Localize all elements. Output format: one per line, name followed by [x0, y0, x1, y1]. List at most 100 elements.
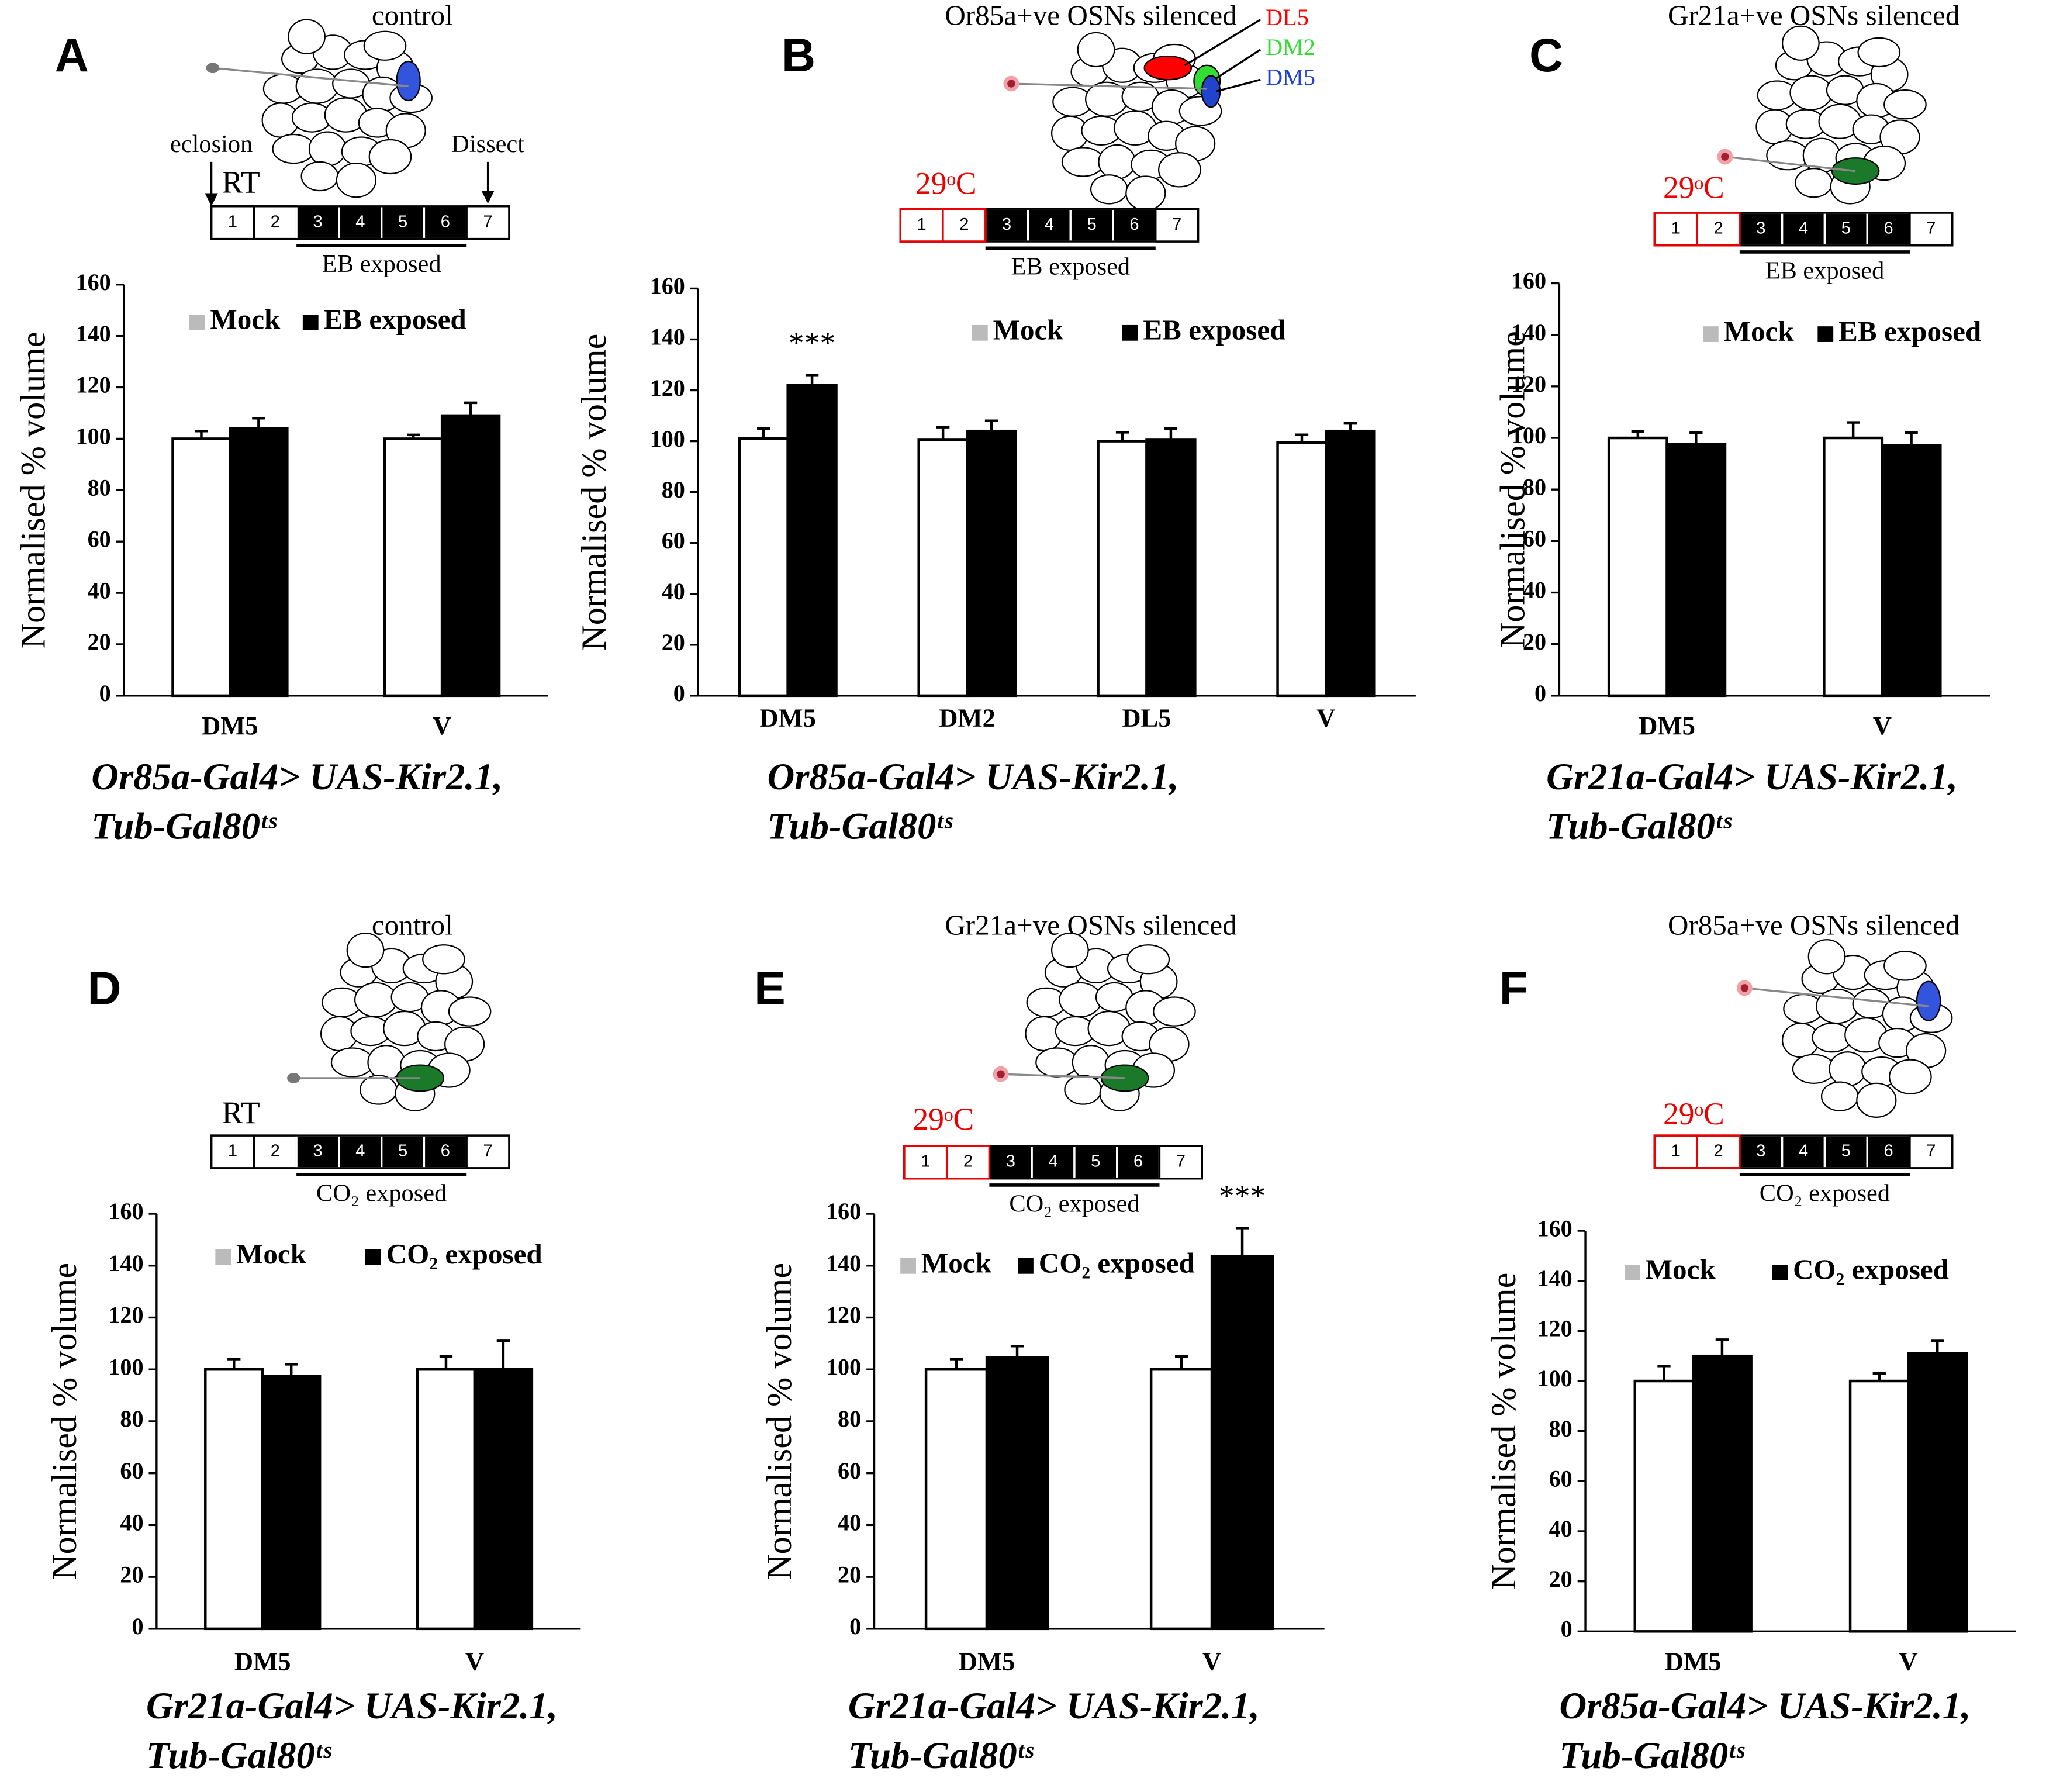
y-tick-label: 40 — [1549, 1515, 1572, 1542]
exposure-label: EB exposed — [1765, 257, 1885, 284]
day-label: 5 — [1841, 219, 1851, 238]
y-axis-label: Normalised % volume — [575, 334, 614, 651]
y-tick-label: 20 — [662, 629, 685, 655]
glomerulus-cell — [359, 1075, 398, 1105]
x-tick-label: DM5 — [759, 703, 816, 733]
genotype: Or85a-Gal4> UAS-Kir2.1, — [91, 756, 503, 798]
error-bar — [227, 1358, 241, 1370]
day-label: 5 — [1841, 1142, 1851, 1161]
y-tick-label: 160 — [826, 1198, 861, 1224]
legend-label: Mock — [1724, 315, 1795, 347]
day-label: 7 — [483, 1142, 493, 1161]
error-bar — [1905, 431, 1918, 446]
bar — [204, 1368, 264, 1631]
panel-title: Gr21a+ve OSNs silenced — [1668, 0, 1959, 32]
glomerulus-cell — [1889, 1059, 1932, 1094]
bar — [917, 438, 969, 698]
bar — [738, 437, 789, 698]
glomerulus-cell — [1126, 944, 1170, 975]
exposure-label: CO₂ exposed — [1760, 1180, 1890, 1207]
legend-swatch — [1018, 1258, 1034, 1274]
day-label: 3 — [1006, 1152, 1015, 1171]
neuron-core — [997, 1070, 1005, 1078]
day-label: 6 — [1884, 219, 1893, 238]
legend-label: EB exposed — [1838, 315, 1981, 347]
day-label: 3 — [1756, 219, 1765, 238]
y-axis-label: Normalised % volume — [13, 332, 53, 648]
glomerulus-cell — [1857, 37, 1901, 68]
y-tick-label: 120 — [108, 1302, 143, 1328]
day-box — [945, 1145, 991, 1180]
y-tick-label: 0 — [849, 1613, 861, 1639]
glomerulus-cell — [1059, 982, 1103, 1018]
glomerulus-cell — [295, 68, 339, 104]
glomerulus-cell — [336, 163, 376, 198]
condition: RT — [222, 1095, 260, 1130]
condition: 29ᵒC — [1663, 170, 1724, 205]
legend-label: CO₂ exposed — [1039, 1247, 1195, 1279]
error-bar — [464, 401, 478, 416]
eclosion-label: eclosion — [170, 130, 253, 158]
arrow-head — [481, 191, 495, 204]
day-label: 2 — [963, 1152, 973, 1171]
day-box — [1696, 1134, 1741, 1169]
day-label: 2 — [1713, 1142, 1723, 1161]
exposure-label: CO₂ exposed — [316, 1180, 447, 1207]
highlight — [1201, 75, 1221, 108]
bar — [440, 414, 501, 698]
panel: E Gr21a+ve OSNs silenced 1 2 3 4 5 6 7 CO₂ expose… — [754, 909, 1325, 1777]
timeline-frame — [210, 205, 510, 240]
y-tick-label: 140 — [1511, 319, 1546, 346]
exposure-label: EB exposed — [1011, 253, 1130, 281]
legend-label: CO₂ exposed — [1793, 1254, 1949, 1286]
exposure-label: EB exposed — [322, 250, 441, 278]
glomerulus-label: DM2 — [1266, 34, 1315, 60]
day-label: 7 — [1172, 215, 1181, 234]
y-tick-label: 40 — [120, 1510, 143, 1536]
day-label: 7 — [1176, 1152, 1186, 1171]
error-bar — [496, 1339, 510, 1370]
error-bar — [805, 374, 819, 385]
panel-title: Or85a+ve OSNs silenced — [945, 0, 1236, 32]
bar — [966, 429, 1017, 698]
highlight — [1916, 980, 1941, 1021]
day-label: 4 — [1799, 1142, 1808, 1161]
day-box — [1909, 212, 1954, 247]
y-tick-label: 60 — [120, 1458, 143, 1484]
panel-letter: E — [754, 962, 786, 1015]
timeline-frame — [210, 1134, 510, 1169]
legend-label: Mock — [993, 314, 1064, 346]
y-axis-label: Normalised % volume — [760, 1263, 799, 1580]
x-tick-label: V — [1202, 1646, 1221, 1676]
legend-swatch — [1772, 1265, 1788, 1280]
day-label: 5 — [398, 212, 407, 231]
error-bar — [949, 1358, 963, 1370]
glomerulus-cell — [1856, 1082, 1897, 1118]
error-bar — [757, 427, 770, 439]
x-tick-label: V — [433, 711, 451, 740]
legend-swatch — [1702, 326, 1719, 342]
bar — [1325, 429, 1376, 698]
bar — [1097, 440, 1148, 698]
glomerulus-cell — [1077, 32, 1115, 68]
glomerulus-cell — [1829, 1051, 1867, 1087]
annotation: *** — [789, 326, 835, 361]
y-tick-label: 100 — [1511, 422, 1546, 448]
temp-frame — [1653, 212, 1741, 247]
panel-letter: B — [782, 29, 815, 82]
error-bar — [1164, 427, 1178, 440]
bar — [985, 1356, 1049, 1631]
bar — [786, 384, 838, 698]
y-tick-label: 80 — [88, 475, 111, 501]
bar — [1691, 1354, 1753, 1633]
error-bar — [984, 419, 998, 431]
y-tick-label: 40 — [88, 577, 111, 603]
neuron-core — [1721, 153, 1729, 161]
legend-swatch — [1817, 326, 1834, 342]
y-tick-label: 40 — [838, 1510, 861, 1536]
genotype: Tub-Gal80ᵗˢ — [848, 1735, 1034, 1777]
glomerulus-cell — [300, 161, 339, 192]
glomerulus-cell — [288, 19, 326, 54]
